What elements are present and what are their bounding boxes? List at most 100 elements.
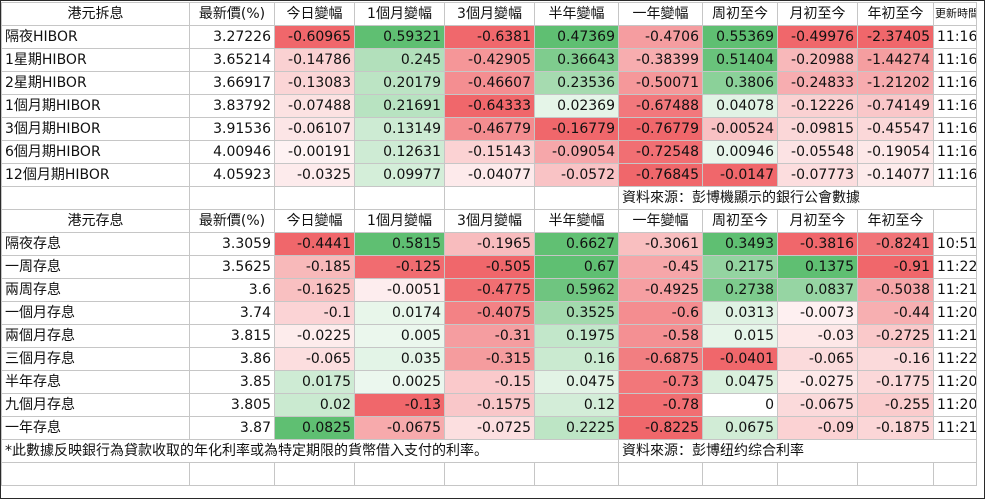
change-cell[interactable]: 0.0025	[354, 370, 445, 394]
rate-name-cell[interactable]: 三個月存息	[1, 347, 190, 371]
column-header[interactable]: 港元拆息	[1, 2, 190, 26]
column-header[interactable]: 周初至今	[702, 2, 778, 26]
change-cell[interactable]: -0.31	[444, 324, 535, 348]
change-cell[interactable]: -0.125	[354, 255, 445, 279]
latest-price-cell[interactable]: 3.27226	[189, 25, 275, 49]
empty-cell[interactable]	[618, 462, 703, 486]
change-cell[interactable]: -0.0051	[354, 278, 445, 302]
column-header[interactable]	[933, 209, 977, 233]
rate-name-cell[interactable]: 九個月存息	[1, 393, 190, 417]
latest-price-cell[interactable]: 3.5625	[189, 255, 275, 279]
change-cell[interactable]: 0.21691	[354, 94, 445, 118]
empty-cell[interactable]	[274, 186, 355, 210]
empty-cell[interactable]	[189, 186, 275, 210]
update-time-cell[interactable]: 11:16	[933, 48, 977, 72]
rate-name-cell[interactable]: 兩周存息	[1, 278, 190, 302]
empty-cell[interactable]	[534, 462, 619, 486]
change-cell[interactable]: -0.6875	[618, 347, 703, 371]
change-cell[interactable]: -0.16	[857, 347, 934, 371]
change-cell[interactable]: -0.38399	[618, 48, 703, 72]
latest-price-cell[interactable]: 4.05923	[189, 163, 275, 187]
latest-price-cell[interactable]: 3.65214	[189, 48, 275, 72]
latest-price-cell[interactable]: 4.00946	[189, 140, 275, 164]
change-cell[interactable]: -0.05548	[777, 140, 858, 164]
change-cell[interactable]: 0.0675	[702, 416, 778, 440]
change-cell[interactable]: -0.0725	[444, 416, 535, 440]
change-cell[interactable]: 0.5962	[534, 278, 619, 302]
change-cell[interactable]: -0.07773	[777, 163, 858, 187]
empty-cell[interactable]	[857, 462, 934, 486]
column-header[interactable]: 1個月變幅	[354, 2, 445, 26]
change-cell[interactable]: -0.8241	[857, 232, 934, 256]
update-time-cell[interactable]: 11:20	[933, 393, 977, 417]
column-header[interactable]: 今日變幅	[274, 209, 355, 233]
change-cell[interactable]: -0.12226	[777, 94, 858, 118]
hibor-source-note[interactable]: 資料來源：彭博機顯示的銀行公會數據	[618, 186, 977, 210]
change-cell[interactable]: 0.0825	[274, 416, 355, 440]
change-cell[interactable]: -0.2725	[857, 324, 934, 348]
column-header[interactable]: 年初至今	[857, 209, 934, 233]
latest-price-cell[interactable]: 3.6	[189, 278, 275, 302]
change-cell[interactable]: 0.245	[354, 48, 445, 72]
change-cell[interactable]: 0.59321	[354, 25, 445, 49]
change-cell[interactable]: -0.06107	[274, 117, 355, 141]
latest-price-cell[interactable]: 3.85	[189, 370, 275, 394]
empty-cell[interactable]	[933, 462, 977, 486]
change-cell[interactable]: -0.72548	[618, 140, 703, 164]
change-cell[interactable]: 0.20179	[354, 71, 445, 95]
change-cell[interactable]: -0.3816	[777, 232, 858, 256]
change-cell[interactable]: -0.09	[777, 416, 858, 440]
change-cell[interactable]: 0.3806	[702, 71, 778, 95]
column-header[interactable]: 港元存息	[1, 209, 190, 233]
column-header[interactable]: 月初至今	[777, 209, 858, 233]
change-cell[interactable]: 0.0837	[777, 278, 858, 302]
latest-price-cell[interactable]: 3.815	[189, 324, 275, 348]
change-cell[interactable]: 0.02369	[534, 94, 619, 118]
change-cell[interactable]: -0.07488	[274, 94, 355, 118]
change-cell[interactable]: -0.255	[857, 393, 934, 417]
change-cell[interactable]: -0.065	[274, 347, 355, 371]
change-cell[interactable]: -0.16779	[534, 117, 619, 141]
change-cell[interactable]: -0.44	[857, 301, 934, 325]
rate-name-cell[interactable]: 半年存息	[1, 370, 190, 394]
change-cell[interactable]: -0.04077	[444, 163, 535, 187]
column-header[interactable]: 最新價(%)	[189, 209, 275, 233]
change-cell[interactable]: -0.8225	[618, 416, 703, 440]
empty-cell[interactable]	[702, 462, 778, 486]
change-cell[interactable]: 0.0175	[274, 370, 355, 394]
change-cell[interactable]: 0.2738	[702, 278, 778, 302]
change-cell[interactable]: -0.4925	[618, 278, 703, 302]
change-cell[interactable]: 0.00946	[702, 140, 778, 164]
change-cell[interactable]: 0.04078	[702, 94, 778, 118]
change-cell[interactable]: -0.76779	[618, 117, 703, 141]
column-header[interactable]: 月初至今	[777, 2, 858, 26]
update-time-cell[interactable]: 11:16	[933, 25, 977, 49]
change-cell[interactable]: -0.1625	[274, 278, 355, 302]
empty-cell[interactable]	[189, 462, 275, 486]
update-time-cell[interactable]: 11:22	[933, 255, 977, 279]
empty-cell[interactable]	[534, 186, 619, 210]
update-time-cell[interactable]: 11:21	[933, 278, 977, 302]
latest-price-cell[interactable]: 3.3059	[189, 232, 275, 256]
change-cell[interactable]: -0.1875	[857, 416, 934, 440]
update-time-cell[interactable]: 11:21	[933, 416, 977, 440]
empty-cell[interactable]	[1, 462, 190, 486]
update-time-cell[interactable]: 11:16	[933, 140, 977, 164]
latest-price-cell[interactable]: 3.87	[189, 416, 275, 440]
rate-name-cell[interactable]: 1個月期HIBOR	[1, 94, 190, 118]
change-cell[interactable]: -0.065	[777, 347, 858, 371]
change-cell[interactable]: 0.55369	[702, 25, 778, 49]
rate-name-cell[interactable]: 2星期HIBOR	[1, 71, 190, 95]
change-cell[interactable]: 0.6627	[534, 232, 619, 256]
column-header[interactable]: 1個月變幅	[354, 209, 445, 233]
change-cell[interactable]: -0.0675	[777, 393, 858, 417]
change-cell[interactable]: -0.42905	[444, 48, 535, 72]
latest-price-cell[interactable]: 3.66917	[189, 71, 275, 95]
column-header[interactable]: 周初至今	[702, 209, 778, 233]
change-cell[interactable]: -0.6	[618, 301, 703, 325]
change-cell[interactable]: -0.46779	[444, 117, 535, 141]
empty-cell[interactable]	[1, 186, 190, 210]
change-cell[interactable]: -0.46607	[444, 71, 535, 95]
update-time-cell[interactable]: 11:22	[933, 347, 977, 371]
change-cell[interactable]: 0.12631	[354, 140, 445, 164]
